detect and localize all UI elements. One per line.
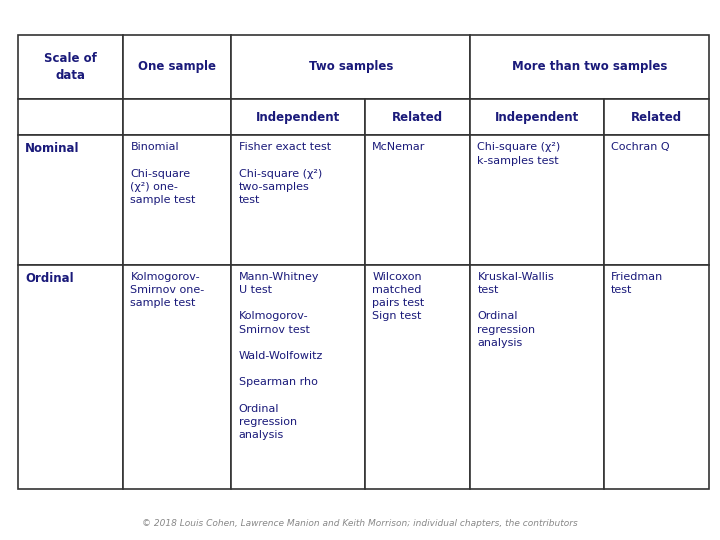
Bar (18, 265, 123, 489)
Bar (123, 35, 231, 99)
Bar (231, 35, 470, 99)
Bar (18, 136, 123, 265)
Text: Nominal: Nominal (25, 143, 80, 156)
Bar (123, 265, 231, 489)
Text: Chi-square (χ²)
k-samples test: Chi-square (χ²) k-samples test (477, 143, 561, 166)
Text: Related: Related (392, 111, 444, 124)
Text: Two samples: Two samples (309, 60, 393, 73)
Bar (365, 99, 470, 136)
Text: Scale of
data: Scale of data (44, 52, 97, 82)
Text: Cochran Q: Cochran Q (611, 143, 670, 152)
Bar (604, 265, 709, 489)
Bar (604, 99, 709, 136)
Text: Friedman
test: Friedman test (611, 272, 663, 295)
Bar (231, 265, 365, 489)
Text: Binomial

Chi-square
(χ²) one-
sample test: Binomial Chi-square (χ²) one- sample tes… (130, 143, 196, 205)
Bar (365, 265, 470, 489)
Bar (18, 35, 123, 99)
Text: © 2018 Louis Cohen, Lawrence Manion and Keith Morrison; individual chapters, the: © 2018 Louis Cohen, Lawrence Manion and … (142, 519, 578, 528)
Bar (231, 136, 365, 265)
Bar (470, 136, 604, 265)
Text: Mann-Whitney
U test

Kolmogorov-
Smirnov test

Wald-Wolfowitz

Spearman rho

Ord: Mann-Whitney U test Kolmogorov- Smirnov … (238, 272, 323, 440)
Bar (470, 265, 604, 489)
Text: One sample: One sample (138, 60, 216, 73)
Text: Ordinal: Ordinal (25, 272, 74, 285)
Text: Independent: Independent (495, 111, 579, 124)
Bar (123, 99, 231, 136)
Bar (123, 136, 231, 265)
Text: McNemar: McNemar (372, 143, 426, 152)
Bar (470, 99, 604, 136)
Text: Kruskal-Wallis
test

Ordinal
regression
analysis: Kruskal-Wallis test Ordinal regression a… (477, 272, 554, 348)
Text: Independent: Independent (256, 111, 341, 124)
Text: Related: Related (631, 111, 682, 124)
Text: Wilcoxon
matched
pairs test
Sign test: Wilcoxon matched pairs test Sign test (372, 272, 425, 321)
Bar (604, 136, 709, 265)
Text: Kolmogorov-
Smirnov one-
sample test: Kolmogorov- Smirnov one- sample test (130, 272, 204, 308)
Bar (231, 99, 365, 136)
Text: More than two samples: More than two samples (512, 60, 667, 73)
Bar (365, 136, 470, 265)
Bar (18, 99, 123, 136)
Text: Fisher exact test

Chi-square (χ²)
two-samples
test: Fisher exact test Chi-square (χ²) two-sa… (238, 143, 330, 205)
Bar (470, 35, 709, 99)
